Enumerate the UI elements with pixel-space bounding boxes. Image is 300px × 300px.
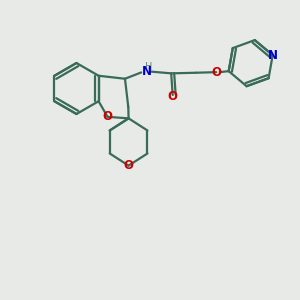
Text: O: O: [168, 90, 178, 103]
Text: O: O: [124, 159, 134, 172]
Text: O: O: [211, 66, 221, 79]
Text: O: O: [103, 110, 112, 123]
Text: N: N: [268, 49, 278, 62]
Text: H: H: [145, 62, 152, 72]
Text: N: N: [142, 65, 152, 78]
